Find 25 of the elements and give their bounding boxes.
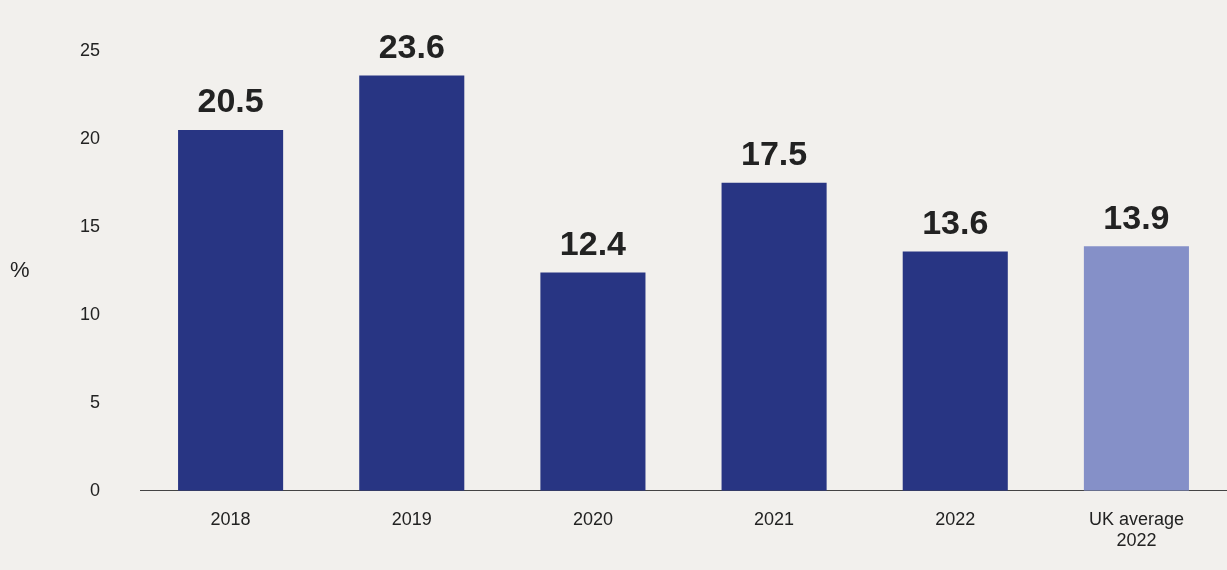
data-label: 20.5 xyxy=(197,81,264,120)
y-tick-label: 0 xyxy=(90,479,101,500)
x-tick-label: 2019 xyxy=(391,508,432,529)
data-label: 17.5 xyxy=(741,134,808,173)
y-tick-label: 5 xyxy=(90,391,101,412)
y-tick-label: 20 xyxy=(79,127,101,148)
bar xyxy=(902,251,1008,491)
x-tick-label: 2022 xyxy=(935,508,976,529)
bar xyxy=(540,272,646,491)
y-tick-label: 10 xyxy=(79,303,101,324)
x-tick-label: 2018 xyxy=(210,508,251,529)
data-label: 12.4 xyxy=(559,223,627,262)
y-tick-label: 25 xyxy=(79,39,101,60)
y-tick-label: 15 xyxy=(79,215,101,236)
y-axis-title: % xyxy=(10,256,30,282)
bar xyxy=(1083,246,1189,491)
bar xyxy=(359,75,465,491)
bar xyxy=(178,130,284,491)
x-tick-label: 2020 xyxy=(572,508,613,529)
data-label: 13.9 xyxy=(1103,197,1170,236)
data-label: 23.6 xyxy=(378,26,445,65)
x-tick-label: 2021 xyxy=(754,508,795,529)
x-tick-label: UK average 2022 xyxy=(1088,508,1184,551)
data-label: 13.6 xyxy=(922,202,989,241)
bar xyxy=(721,182,827,491)
